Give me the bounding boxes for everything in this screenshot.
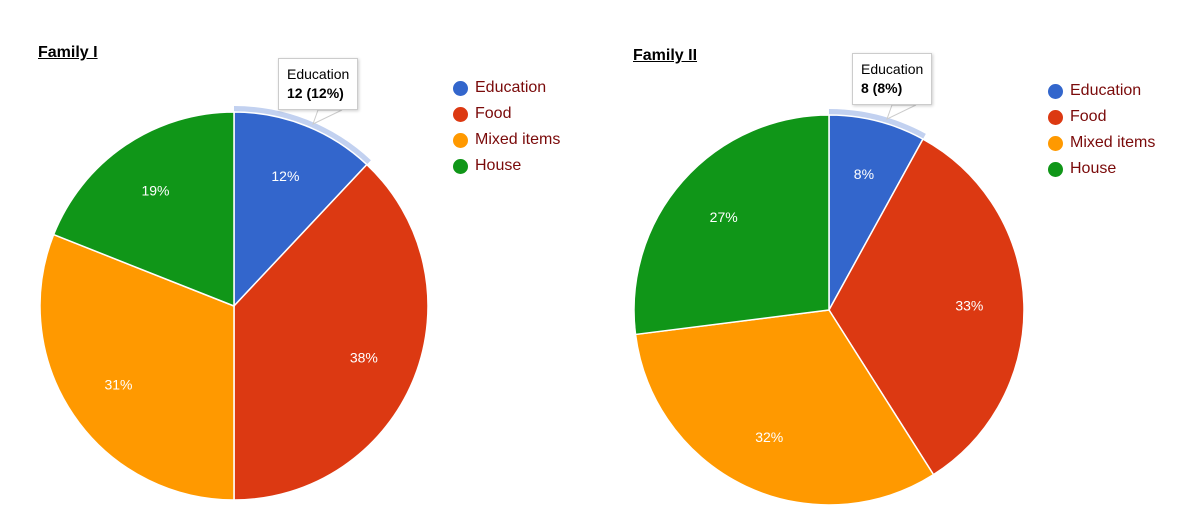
- legend-item-education[interactable]: Education: [453, 75, 560, 101]
- legend-dot-icon: [1048, 135, 1063, 151]
- legend: Education Food Mixed items House: [453, 75, 560, 179]
- pie-slice-food[interactable]: [828, 138, 1025, 476]
- pie-slice-mixed-items[interactable]: [39, 233, 235, 501]
- legend-dot-icon: [453, 158, 468, 174]
- legend-dot-icon: [453, 80, 468, 96]
- legend-item-education[interactable]: Education: [1048, 78, 1155, 104]
- legend-item-food[interactable]: Food: [453, 101, 560, 127]
- legend: Education Food Mixed items House: [1048, 78, 1155, 182]
- legend-dot-icon: [453, 132, 468, 148]
- legend-dot-icon: [1048, 109, 1063, 125]
- tooltip-tail: [312, 109, 343, 125]
- pie-plot: 8% 33% 32% 27%: [633, 104, 1025, 506]
- legend-item-food[interactable]: Food: [1048, 104, 1155, 130]
- chart-title: Family I: [38, 44, 98, 61]
- tooltip: Education 8 (8%): [852, 53, 933, 105]
- legend-dot-icon: [1048, 161, 1063, 177]
- legend-dot-icon: [453, 106, 468, 122]
- legend-item-mixed-items[interactable]: Mixed items: [453, 127, 560, 153]
- slice-label: 27%: [710, 209, 738, 225]
- slice-label: 12%: [271, 168, 299, 184]
- slice-label: 8%: [854, 166, 874, 182]
- legend-dot-icon: [1048, 83, 1063, 99]
- pie-slice-house[interactable]: [52, 111, 235, 308]
- pie-plot: 12% 38% 31% 19%: [39, 106, 429, 501]
- slice-label: 33%: [955, 298, 983, 314]
- pie-slice-education[interactable]: [828, 114, 924, 311]
- slice-label: 31%: [104, 377, 132, 393]
- slice-label: 19%: [141, 182, 169, 198]
- pie-slice-education[interactable]: [233, 111, 368, 308]
- legend-item-house[interactable]: House: [453, 153, 560, 179]
- chart-title: Family II: [633, 47, 698, 64]
- pie-chart-family-2: Family II 8% 33% 32% 27% Education Food Mix…: [595, 0, 1180, 531]
- tooltip-tail: [886, 104, 917, 120]
- tooltip: Education 12 (12%): [278, 58, 359, 110]
- slice-label: 38%: [350, 349, 378, 365]
- pie-slice-food[interactable]: [233, 163, 429, 501]
- pie-slice-mixed-items[interactable]: [634, 309, 935, 506]
- pie-slice-house[interactable]: [633, 114, 830, 336]
- slice-label: 32%: [755, 429, 783, 445]
- legend-item-house[interactable]: House: [1048, 156, 1155, 182]
- pie-chart-family-1: Family I 12% 38% 31% 19% Education Food Mix…: [38, 44, 560, 501]
- legend-item-mixed-items[interactable]: Mixed items: [1048, 130, 1155, 156]
